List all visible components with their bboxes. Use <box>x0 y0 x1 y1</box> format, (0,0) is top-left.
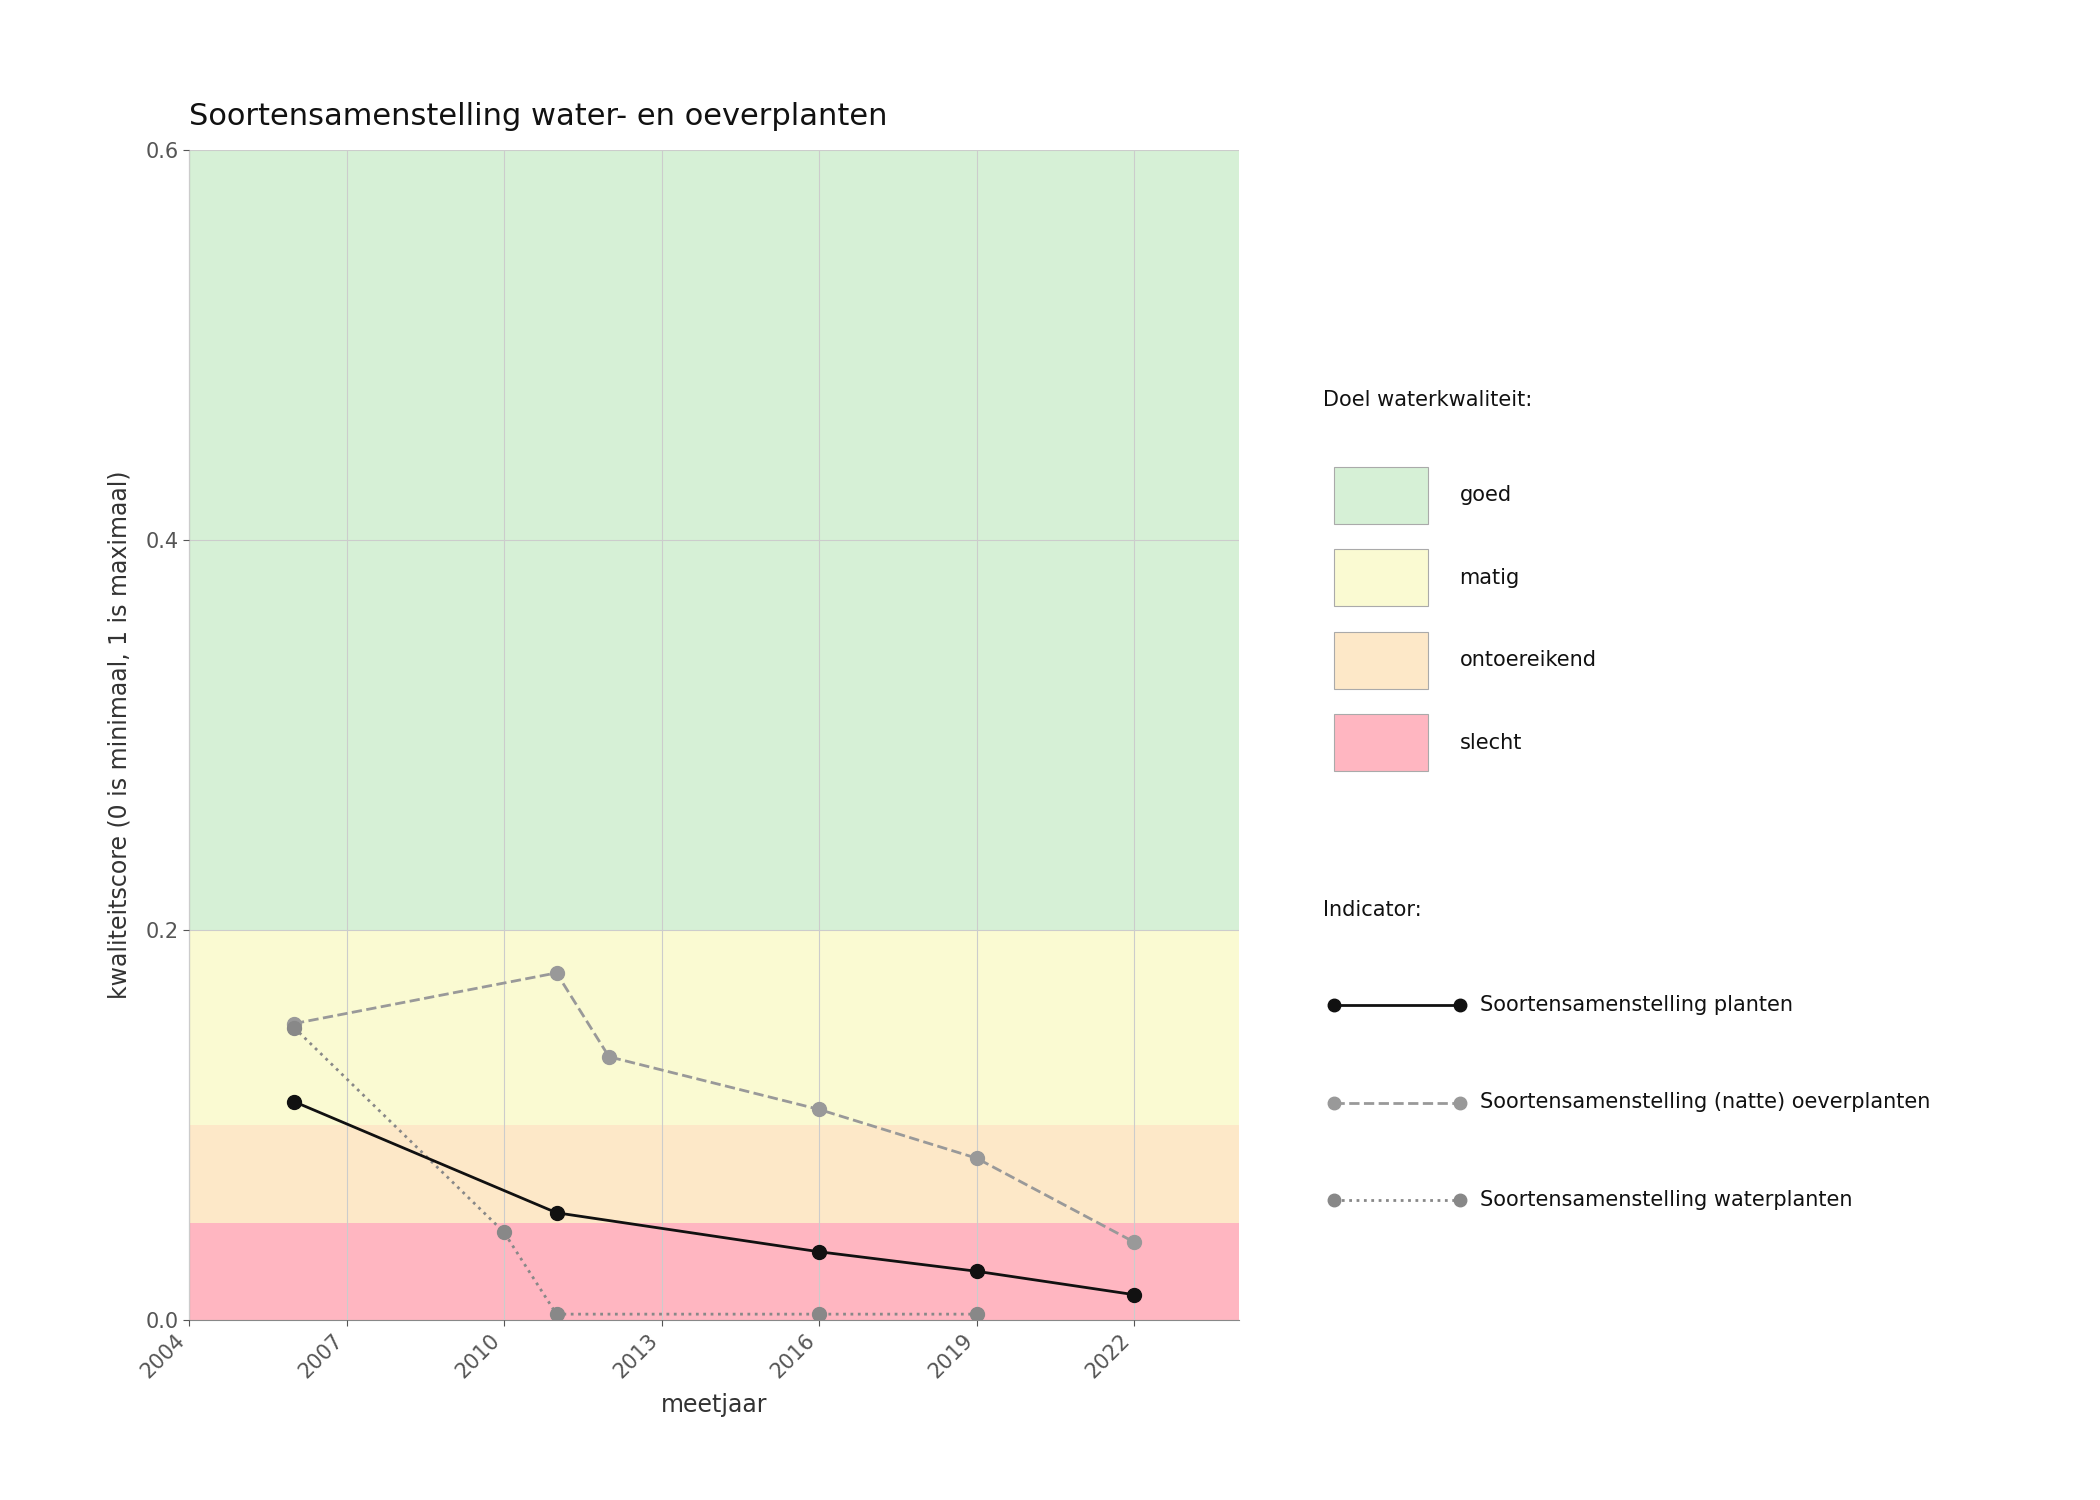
X-axis label: meetjaar: meetjaar <box>662 1394 766 1417</box>
Text: Doel waterkwaliteit:: Doel waterkwaliteit: <box>1323 390 1533 410</box>
Bar <box>189 1222 1239 1320</box>
Y-axis label: kwaliteitscore (0 is minimaal, 1 is maximaal): kwaliteitscore (0 is minimaal, 1 is maxi… <box>107 471 132 999</box>
Text: Soortensamenstelling (natte) oeverplanten: Soortensamenstelling (natte) oeverplante… <box>1480 1092 1930 1113</box>
Bar <box>189 930 1239 1125</box>
Bar <box>189 1125 1239 1222</box>
Text: Indicator:: Indicator: <box>1323 900 1422 920</box>
Text: Soortensamenstelling waterplanten: Soortensamenstelling waterplanten <box>1480 1190 1852 1210</box>
Text: matig: matig <box>1460 567 1520 588</box>
Text: ontoereikend: ontoereikend <box>1460 650 1596 670</box>
Text: goed: goed <box>1460 484 1512 506</box>
Text: Soortensamenstelling planten: Soortensamenstelling planten <box>1480 994 1793 1016</box>
Text: slecht: slecht <box>1460 732 1522 753</box>
Text: Soortensamenstelling water- en oeverplanten: Soortensamenstelling water- en oeverplan… <box>189 102 888 130</box>
Bar <box>189 150 1239 930</box>
